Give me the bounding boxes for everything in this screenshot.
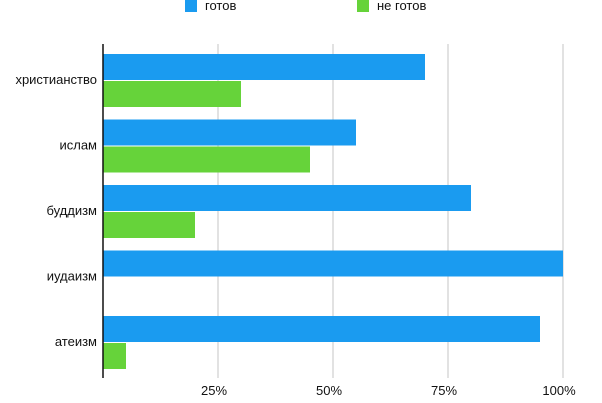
bar-не-готов — [103, 146, 310, 173]
bar-не-готов — [103, 343, 126, 369]
x-tick-label: 50% — [316, 383, 342, 398]
category-labels: христианство ислам буддизм иудаизм атеизм — [15, 72, 97, 349]
x-tick-label: 25% — [201, 383, 227, 398]
bar-готов — [103, 250, 563, 277]
category-label: атеизм — [55, 334, 97, 349]
bars — [103, 54, 563, 369]
category-label: иудаизм — [47, 269, 97, 284]
category-label: ислам — [59, 138, 97, 153]
bar-готов — [103, 316, 540, 342]
category-label: буддизм — [46, 203, 97, 218]
x-tick-label: 100% — [542, 383, 576, 398]
category-label: христианство — [15, 72, 97, 87]
bar-готов — [103, 119, 356, 146]
bar-готов — [103, 185, 471, 211]
legend-swatch-не-готов — [357, 0, 369, 12]
legend-swatch-готов — [185, 0, 197, 12]
bar-не-готов — [103, 81, 241, 107]
legend: готов не готов — [185, 0, 426, 13]
legend-label: не готов — [377, 0, 426, 13]
x-tick-label: 75% — [431, 383, 457, 398]
legend-label: готов — [205, 0, 236, 13]
bar-готов — [103, 54, 425, 80]
x-tick-labels: 25% 50% 75% 100% — [201, 383, 576, 398]
bar-не-готов — [103, 212, 195, 238]
